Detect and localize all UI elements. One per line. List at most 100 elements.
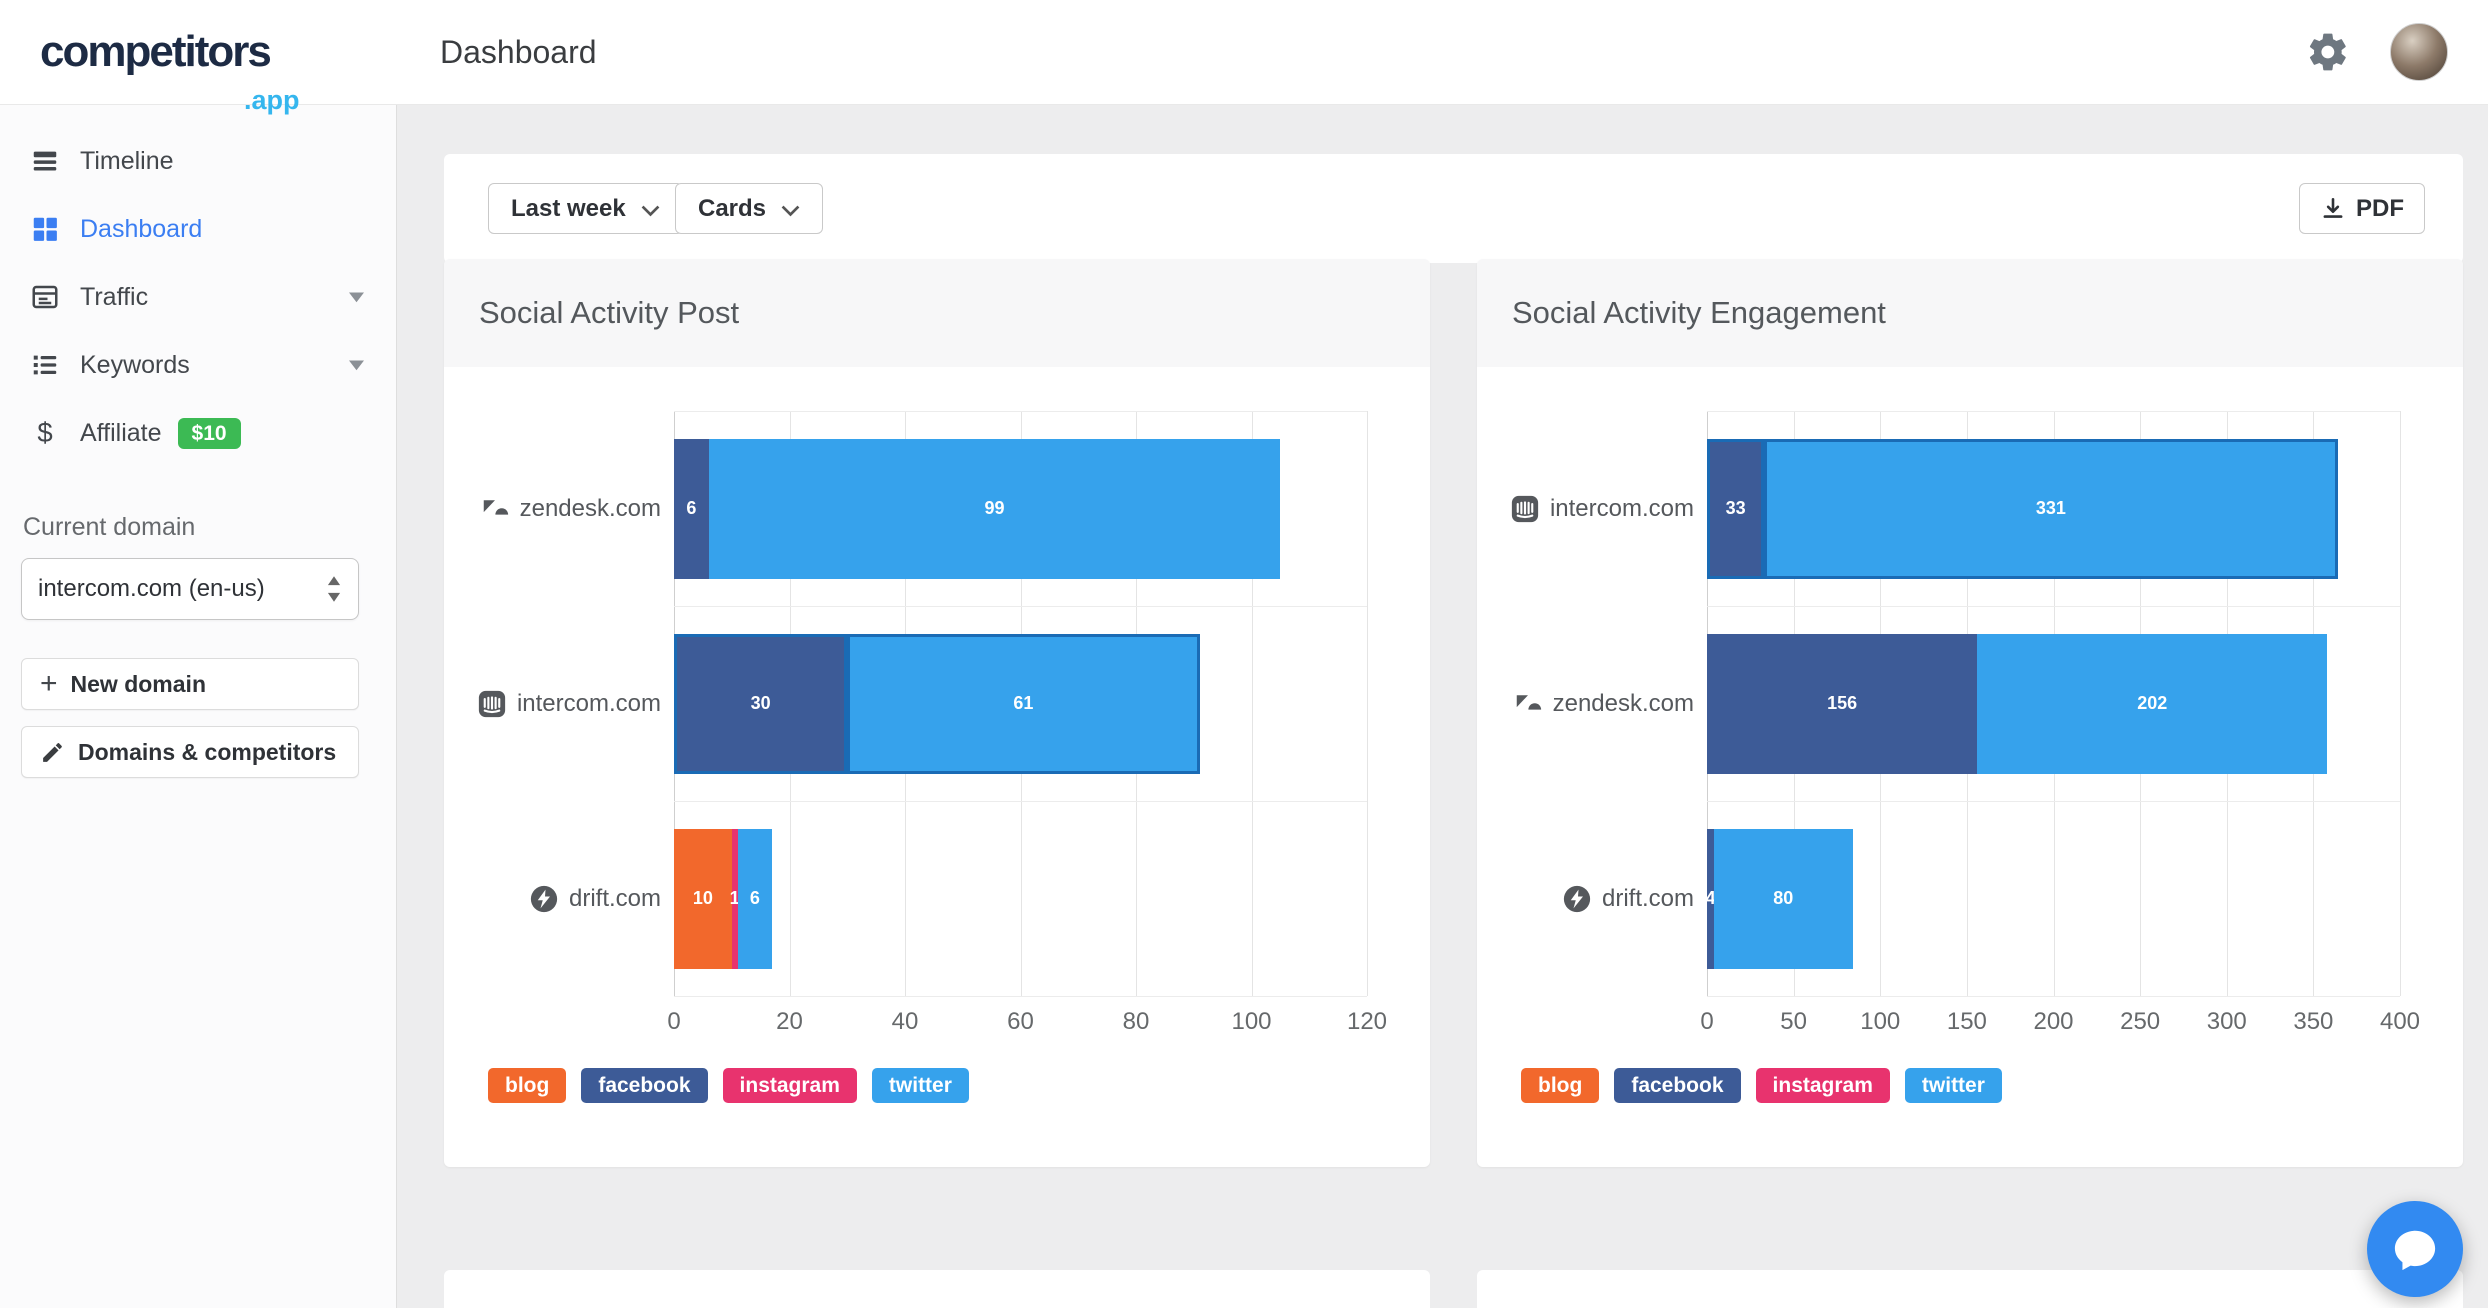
chart-plot: zendesk.com 6 99 intercom.com 30 61 drift.com 1…	[444, 411, 1368, 997]
chevron-down-icon	[347, 359, 366, 371]
date-range-value: Last week	[511, 194, 626, 222]
bar-value-label: 80	[1773, 888, 1794, 908]
pdf-download-button[interactable]: PDF	[2299, 183, 2425, 234]
drift-icon	[529, 884, 559, 914]
sidebar-item-keywords[interactable]: Keywords	[0, 331, 396, 399]
axis-tick-label: 100	[1231, 1008, 1272, 1035]
legend-twitter[interactable]: twitter	[871, 1068, 969, 1103]
sidebar-item-label: Timeline	[80, 146, 174, 175]
chart-row: drift.com 4 80	[1477, 801, 2400, 996]
domains-competitors-button[interactable]: Domains & competitors	[21, 726, 359, 778]
x-axis: 0 50 100 150 200 250 300 350 400	[1700, 996, 2420, 1042]
chart-row: intercom.com 30 61	[444, 606, 1367, 801]
card-header: Social Activity Post	[444, 259, 1430, 367]
social-activity-post-card: Social Activity Post zendesk.com 6 99 inter…	[444, 259, 1430, 1167]
view-mode-select[interactable]: Cards	[675, 183, 824, 234]
drift-icon	[1562, 884, 1592, 914]
sidebar-item-traffic[interactable]: Traffic	[0, 263, 396, 331]
gridline-vertical	[1251, 411, 1253, 996]
axis-tick-label: 50	[1780, 1008, 1807, 1035]
new-domain-button[interactable]: + New domain	[21, 658, 359, 710]
card-title: Social Activity Post	[479, 295, 740, 330]
bar-value-label: 156	[1827, 693, 1858, 713]
pencil-icon	[40, 740, 65, 765]
bar-track: 4 80	[1705, 828, 2400, 969]
affiliate-badge: $10	[177, 417, 241, 449]
bar-stack: 156 202	[1707, 633, 2328, 774]
bar-track: 10 1 6	[674, 828, 1367, 969]
gridline-vertical	[2400, 411, 2401, 996]
category-label: zendesk.com	[1477, 689, 1707, 719]
user-avatar[interactable]	[2390, 23, 2448, 81]
category-name: zendesk.com	[519, 494, 661, 522]
zendesk-icon	[480, 494, 510, 524]
timeline-icon	[30, 146, 60, 176]
chart-row: zendesk.com 156 202	[1477, 606, 2400, 801]
download-icon	[2320, 196, 2346, 222]
sidebar-item-label: Dashboard	[80, 214, 203, 243]
gridline-horizontal	[674, 411, 1367, 412]
category-label: intercom.com	[444, 689, 674, 719]
gridline-horizontal	[1707, 606, 2400, 607]
legend-facebook[interactable]: facebook	[1614, 1068, 1741, 1103]
sidebar-item-timeline[interactable]: Timeline	[0, 127, 396, 195]
axis-tick-label: 300	[2206, 1008, 2247, 1035]
bar-track: 30 61	[674, 633, 1367, 774]
date-range-select[interactable]: Last week	[488, 183, 683, 234]
sidebar-item-affiliate[interactable]: $ Affiliate $10	[0, 399, 396, 467]
chevron-down-icon	[781, 204, 800, 217]
bar-stack: 4 80	[1705, 828, 1853, 969]
chart-rows: zendesk.com 6 99 intercom.com 30 61 drift.com 1…	[444, 411, 1367, 996]
bar-stack: 10 1 6	[674, 828, 773, 969]
gridline-horizontal	[674, 996, 1367, 997]
legend-twitter[interactable]: twitter	[1904, 1068, 2002, 1103]
category-name: drift.com	[568, 884, 661, 912]
card-title: Social Activity Engagement	[1512, 295, 1886, 330]
legend-facebook[interactable]: facebook	[581, 1068, 708, 1103]
chevron-down-icon	[347, 291, 366, 303]
category-label: drift.com	[1477, 884, 1707, 914]
bar-segment-twitter: 202	[1977, 633, 2328, 774]
bar-segment-facebook: 33	[1707, 438, 1765, 579]
sidebar-item-label: Traffic	[80, 282, 149, 311]
bar-value-label: 6	[686, 498, 697, 518]
bar-stack: 33 331	[1707, 438, 2338, 579]
domain-select[interactable]: intercom.com (en-us)	[21, 558, 359, 620]
gridline-horizontal	[1707, 801, 2400, 802]
bar-value-label: 4	[1705, 888, 1716, 908]
filters-toolbar: Last week Cards PDF	[444, 154, 2463, 263]
affiliate-icon: $	[30, 418, 60, 448]
axis-tick-label: 350	[2293, 1008, 2334, 1035]
bar-segment-facebook: 6	[674, 438, 709, 579]
dashboard-icon	[30, 214, 60, 244]
axis-tick-label: 0	[667, 1008, 681, 1035]
sidebar: Timeline Dashboard Traffic Keywords $ Affilia…	[0, 105, 397, 1308]
social-activity-post-chart: zendesk.com 6 99 intercom.com 30 61 drift.com 1…	[444, 367, 1430, 1103]
chart-rows: intercom.com 33 331 zendesk.com 156 202 drift.…	[1477, 411, 2400, 996]
sidebar-item-dashboard[interactable]: Dashboard	[0, 195, 396, 263]
traffic-icon	[30, 282, 60, 312]
legend-instagram[interactable]: instagram	[1755, 1068, 1890, 1103]
intercom-icon	[1510, 494, 1540, 524]
category-name: intercom.com	[516, 689, 661, 717]
page-title: Dashboard	[440, 33, 597, 70]
category-label: intercom.com	[1477, 494, 1707, 524]
legend-blog[interactable]: blog	[488, 1068, 567, 1103]
intercom-icon	[477, 689, 507, 719]
bar-segment-blog: 10	[674, 828, 732, 969]
bar-segment-facebook: 156	[1707, 633, 1978, 774]
axis-tick-label: 0	[1700, 1008, 1714, 1035]
bar-segment-twitter: 61	[847, 633, 1200, 774]
legend-blog[interactable]: blog	[1521, 1068, 1600, 1103]
settings-gear-icon[interactable]	[2306, 30, 2350, 74]
legend-instagram[interactable]: instagram	[722, 1068, 857, 1103]
zendesk-icon	[1513, 689, 1543, 719]
chevron-down-icon	[641, 204, 660, 217]
bar-value-label: 10	[692, 888, 713, 908]
bar-value-label: 6	[749, 888, 760, 908]
bar-segment-twitter: 99	[708, 438, 1281, 579]
bar-value-label: 30	[750, 693, 771, 713]
chat-launcher-button[interactable]	[2367, 1201, 2463, 1297]
domain-select-value: intercom.com (en-us)	[38, 575, 265, 602]
chart-legend: blog facebook instagram twitter	[488, 1068, 1367, 1103]
